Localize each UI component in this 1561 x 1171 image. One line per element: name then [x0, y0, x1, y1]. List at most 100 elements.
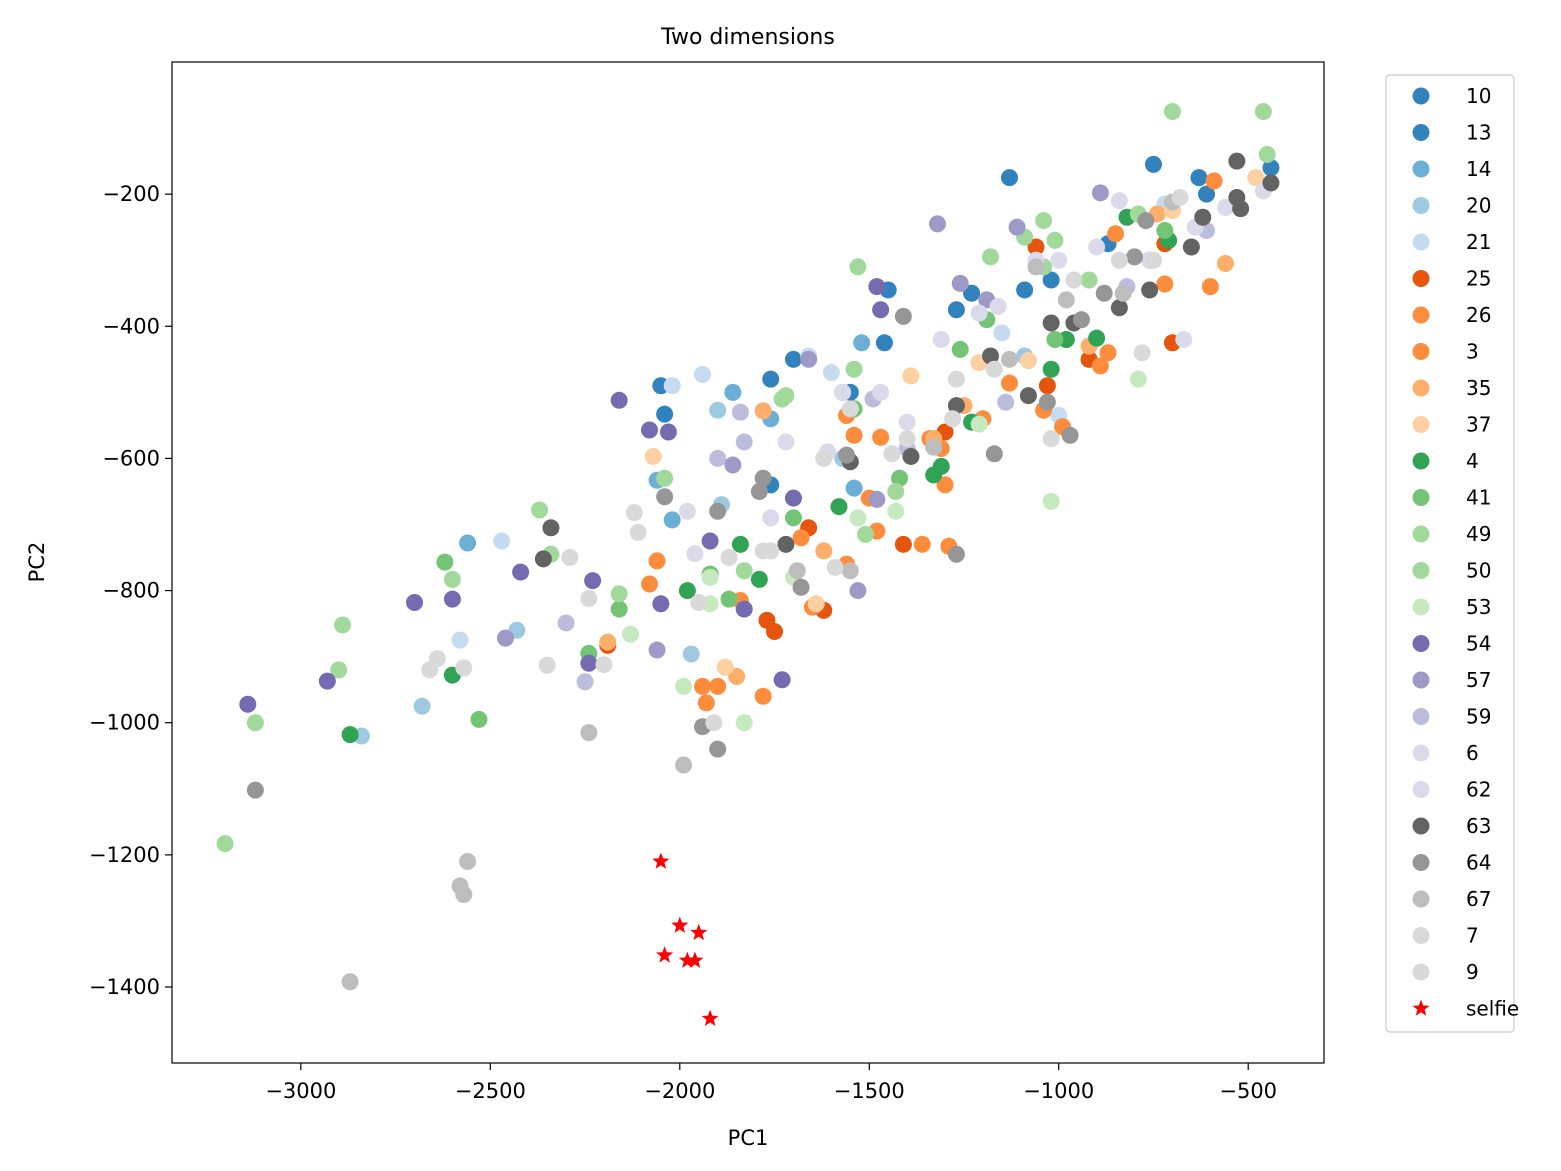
y-axis-label: PC2 [25, 542, 49, 583]
legend-marker [1412, 416, 1430, 433]
data-point [894, 307, 912, 325]
x-tick-label: −2000 [644, 1079, 715, 1103]
data-point [822, 364, 840, 382]
legend-label: 50 [1466, 559, 1491, 583]
data-point [773, 671, 791, 689]
legend-marker-star [1412, 999, 1430, 1016]
legend-marker [1412, 562, 1430, 579]
y-tick-label: −800 [102, 579, 160, 603]
data-point [849, 258, 867, 276]
data-point [493, 532, 511, 550]
legend-marker [1412, 817, 1430, 835]
data-point [659, 423, 677, 441]
data-point [652, 595, 670, 613]
data-point [413, 697, 431, 715]
data-point [887, 482, 905, 500]
data-point [936, 476, 954, 494]
data-point [610, 391, 628, 409]
data-point [784, 350, 802, 368]
data-point [1038, 393, 1056, 411]
legend-marker [1412, 781, 1430, 798]
data-point [894, 535, 912, 553]
data-point [496, 629, 514, 647]
legend-marker [1412, 744, 1430, 762]
data-point [1038, 377, 1056, 395]
data-point [970, 304, 988, 322]
data-point [1163, 103, 1181, 121]
data-point [1000, 374, 1018, 392]
data-point [826, 558, 844, 576]
legend-marker [1412, 671, 1430, 689]
data-point [1171, 188, 1189, 206]
data-point [557, 614, 575, 632]
data-point [1027, 238, 1045, 256]
data-point [898, 413, 916, 431]
data-point [1175, 331, 1193, 349]
data-point [1057, 291, 1075, 309]
data-point [1232, 200, 1250, 218]
data-point [1088, 329, 1106, 347]
data-point [701, 568, 719, 586]
data-point [682, 645, 700, 663]
x-tick-label: −1000 [1023, 1079, 1094, 1103]
data-point [807, 595, 825, 613]
legend-marker [1412, 963, 1430, 981]
legend-label: 37 [1466, 413, 1491, 437]
y-tick-label: −1400 [89, 975, 160, 999]
data-point [705, 714, 723, 732]
data-point [443, 570, 461, 588]
data-point [1205, 172, 1223, 190]
data-point [1216, 198, 1234, 216]
data-point [849, 509, 867, 527]
chart-title: Two dimensions [660, 25, 835, 50]
y-axis-ticks: −200 −400 −600 −800 −1000 −1200 −1400 [89, 182, 172, 999]
data-point [656, 469, 674, 487]
legend-marker [1412, 124, 1430, 141]
y-tick-label: −1200 [89, 843, 160, 867]
data-point [640, 575, 658, 593]
data-point [1027, 258, 1045, 276]
data-point-star [690, 923, 708, 941]
data-point [1156, 275, 1174, 293]
legend-marker [1412, 598, 1430, 616]
data-point [716, 658, 734, 676]
data-point [944, 410, 962, 428]
data-point [947, 370, 965, 388]
data-point [750, 482, 768, 500]
data-point [709, 401, 727, 419]
y-tick-label: −200 [102, 182, 160, 206]
data-point [1046, 231, 1064, 249]
data-point [754, 469, 772, 487]
data-point [1080, 271, 1098, 289]
data-point [951, 274, 969, 292]
legend-label: 62 [1466, 778, 1491, 802]
data-point [656, 405, 674, 423]
data-point [1201, 278, 1219, 296]
data-point [334, 616, 352, 634]
data-point [1262, 174, 1280, 192]
y-tick-label: −600 [102, 446, 160, 470]
data-point [1137, 212, 1155, 230]
data-point [648, 552, 666, 570]
data-point [1114, 284, 1132, 302]
plot-area [171, 61, 1325, 1064]
data-point [697, 694, 715, 712]
data-point [856, 525, 874, 543]
data-point [1035, 212, 1053, 230]
data-point [1042, 360, 1060, 378]
data-point [932, 331, 950, 349]
x-tick-label: −3000 [265, 1079, 336, 1103]
data-point [883, 445, 901, 463]
data-point [1000, 169, 1018, 187]
data-point [1019, 352, 1037, 370]
data-point [845, 479, 863, 497]
data-point-star [678, 951, 696, 968]
data-point [1072, 311, 1090, 329]
data-point [997, 393, 1015, 411]
legend-label: 6 [1466, 741, 1479, 765]
data-point [595, 656, 613, 674]
data-point [720, 549, 738, 567]
data-point [512, 563, 530, 581]
data-point [872, 383, 890, 401]
data-point [451, 877, 469, 895]
